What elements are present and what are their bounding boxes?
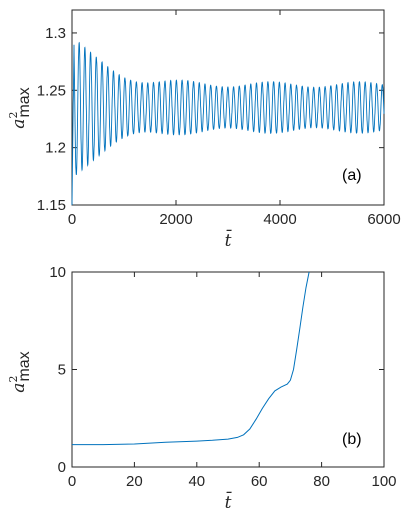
panel-a-xtick-label: 6000 <box>367 211 400 228</box>
panel-a-xtick-label: 0 <box>68 211 76 228</box>
panel-a-ytick-label: 1.25 <box>37 82 66 99</box>
panel-a-ylabel-sub: max <box>16 87 33 117</box>
panel-a-ytick-label: 1.15 <box>37 197 66 214</box>
panel-b-ticks: 0 20 40 60 80 100 0 5 10 <box>49 264 396 490</box>
panel-b-xlabel: t̄ <box>225 490 232 513</box>
panel-a-xtick-label: 4000 <box>263 211 296 228</box>
panel-b-xtick-label: 80 <box>313 473 330 490</box>
panel-a-xlabel: t̄ <box>225 228 232 251</box>
panel-a-series-line <box>71 41 385 206</box>
panel-b-series-line <box>72 271 310 446</box>
panel-a: 0 2000 4000 6000 1.15 1.2 1.25 1.3 (a) t̄ a2max <box>7 9 401 251</box>
panel-b-xtick-label: 40 <box>188 473 205 490</box>
panel-a-ylabel-sup: 2 <box>7 112 20 119</box>
panel-a-ytick-label: 1.2 <box>45 140 66 157</box>
panel-b-xtick-label: 60 <box>251 473 268 490</box>
panel-a-ylabel-base: a <box>9 119 29 129</box>
svg-text:a2max: a2max <box>7 351 33 392</box>
svg-text:a2max: a2max <box>7 87 33 128</box>
panel-a-xtick-label: 2000 <box>159 211 192 228</box>
panel-b-ylabel-sub: max <box>16 351 33 381</box>
panel-a-label: (a) <box>342 167 362 184</box>
panel-b-xtick-label: 0 <box>68 473 76 490</box>
panel-a-ticks: 0 2000 4000 6000 1.15 1.2 1.25 1.3 <box>37 10 401 228</box>
panel-a-ylabel: a2max <box>7 87 33 128</box>
panel-b-ylabel: a2max <box>7 351 33 392</box>
panel-b-ytick-label: 5 <box>58 362 66 379</box>
panel-b-label: (b) <box>342 431 362 448</box>
panel-b-ylabel-base: a <box>9 383 29 393</box>
panel-b: 0 20 40 60 80 100 0 5 10 (b) t̄ a2max <box>7 264 397 513</box>
panel-b-ylabel-sup: 2 <box>7 376 20 383</box>
panel-b-xtick-label: 100 <box>371 473 396 490</box>
panel-b-ytick-label: 0 <box>58 459 66 476</box>
panel-a-axes-box <box>71 9 385 206</box>
panel-b-ytick-label: 10 <box>49 264 66 281</box>
panel-b-xtick-label: 20 <box>126 473 143 490</box>
panel-b-axes-box <box>71 271 385 468</box>
panel-a-ytick-label: 1.3 <box>45 25 66 42</box>
